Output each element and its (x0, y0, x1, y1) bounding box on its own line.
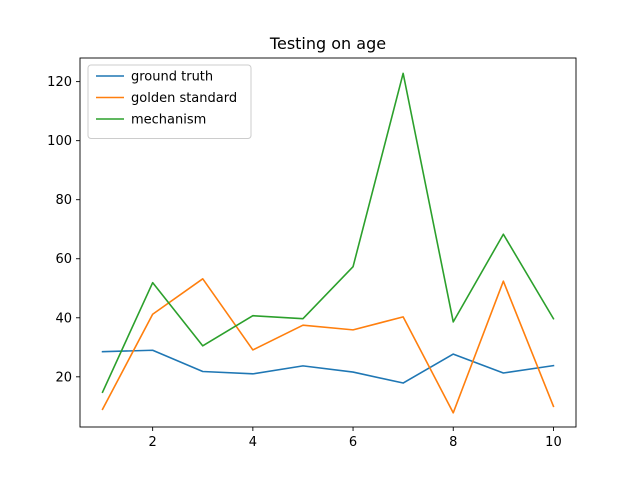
x-tick-label: 10 (545, 435, 562, 450)
y-tick-label: 20 (55, 370, 72, 385)
x-tick-label: 4 (249, 435, 257, 450)
legend-label: ground truth (131, 70, 213, 85)
legend: ground truth golden standard mechanism (87, 64, 252, 139)
legend-label: golden standard (131, 91, 237, 106)
y-tick-label: 60 (55, 252, 72, 267)
x-tick-label: 6 (349, 435, 357, 450)
chart-title: Testing on age (269, 34, 386, 53)
y-tick-label: 40 (55, 311, 72, 326)
y-tick-label: 80 (55, 193, 72, 208)
x-tick-label: 8 (449, 435, 457, 450)
y-tick-label: 120 (47, 75, 72, 90)
x-tick-label: 2 (149, 435, 157, 450)
series-line-mechanism (101, 72, 555, 394)
legend-label: mechanism (131, 113, 206, 128)
legend-frame (87, 64, 252, 139)
y-tick-label: 100 (47, 134, 72, 149)
plot-area (101, 72, 555, 414)
axes-frame (79, 57, 577, 428)
series-line-ground-truth (101, 349, 555, 384)
axes: 2 4 6 8 10 20 40 60 80 100 120 (47, 57, 577, 450)
series-line-golden-standard (101, 278, 555, 414)
